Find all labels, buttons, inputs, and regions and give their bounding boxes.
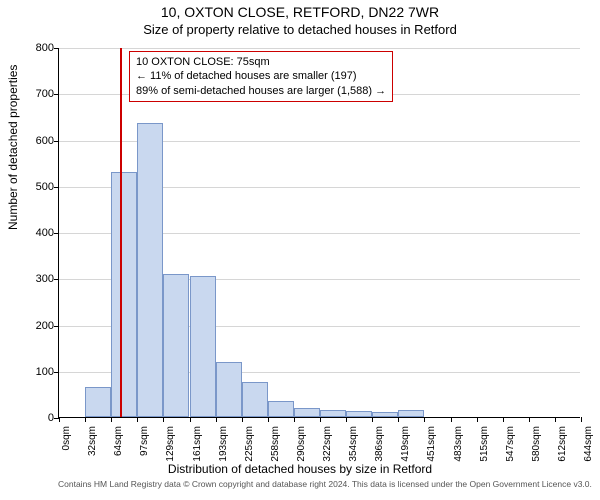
x-tick [424,417,425,422]
title-subtitle: Size of property relative to detached ho… [0,20,600,37]
x-tick [503,417,504,422]
y-tick-label: 800 [14,42,54,54]
x-tick [85,417,86,422]
x-tick-label: 354sqm [348,426,359,476]
x-tick-label: 97sqm [139,426,150,476]
y-tick-label: 100 [14,366,54,378]
y-tick [54,279,59,280]
annotation-box: 10 OXTON CLOSE: 75sqm← 11% of detached h… [129,51,393,102]
x-tick-label: 193sqm [218,426,229,476]
annotation-line: ← 11% of detached houses are smaller (19… [136,69,386,83]
annotation-line: 89% of semi-detached houses are larger (… [136,84,386,98]
x-tick-label: 322sqm [322,426,333,476]
x-tick [137,417,138,422]
y-tick-label: 0 [14,412,54,424]
x-tick-label: 515sqm [479,426,490,476]
y-tick [54,187,59,188]
x-tick [268,417,269,422]
histogram-bar [398,410,424,417]
x-tick [555,417,556,422]
histogram-bar [190,276,216,417]
y-tick [54,94,59,95]
x-tick [294,417,295,422]
y-tick [54,326,59,327]
histogram-bar [85,387,111,417]
histogram-bar [320,410,346,417]
x-tick [320,417,321,422]
x-tick [451,417,452,422]
annotation-line: 10 OXTON CLOSE: 75sqm [136,55,386,69]
chart-container: 10, OXTON CLOSE, RETFORD, DN22 7WR Size … [0,0,600,500]
x-tick-label: 419sqm [400,426,411,476]
x-tick-label: 580sqm [531,426,542,476]
x-tick-label: 644sqm [583,426,594,476]
x-tick-label: 451sqm [426,426,437,476]
histogram-bar [294,408,320,417]
y-tick-label: 400 [14,227,54,239]
title-address: 10, OXTON CLOSE, RETFORD, DN22 7WR [0,0,600,20]
y-tick [54,372,59,373]
x-tick-label: 0sqm [61,426,72,476]
histogram-bar [111,172,137,417]
y-tick-label: 700 [14,88,54,100]
x-tick [346,417,347,422]
x-tick-label: 290sqm [296,426,307,476]
histogram-bar [372,412,398,417]
property-marker-line [120,48,122,417]
x-tick [398,417,399,422]
x-tick-label: 161sqm [192,426,203,476]
x-tick-label: 129sqm [165,426,176,476]
x-tick-label: 547sqm [505,426,516,476]
x-tick-label: 612sqm [557,426,568,476]
y-tick-label: 300 [14,273,54,285]
x-tick [163,417,164,422]
histogram-bar [137,123,163,417]
x-tick [190,417,191,422]
histogram-bar [163,274,189,417]
y-tick-label: 600 [14,135,54,147]
plot-area: 10 OXTON CLOSE: 75sqm← 11% of detached h… [58,48,580,418]
y-tick-label: 500 [14,181,54,193]
x-tick [581,417,582,422]
y-tick [54,141,59,142]
histogram-bar [346,411,372,417]
x-tick [216,417,217,422]
x-tick [242,417,243,422]
histogram-bar [216,362,242,418]
x-tick [372,417,373,422]
x-tick-label: 64sqm [113,426,124,476]
histogram-bar [242,382,268,417]
x-tick [59,417,60,422]
x-tick [529,417,530,422]
y-tick-label: 200 [14,320,54,332]
x-tick-label: 483sqm [453,426,464,476]
gridline [59,48,580,49]
x-tick-label: 225sqm [244,426,255,476]
attribution-text: Contains HM Land Registry data © Crown c… [58,480,592,489]
x-tick-label: 386sqm [374,426,385,476]
y-tick [54,233,59,234]
x-tick [477,417,478,422]
x-tick-label: 258sqm [270,426,281,476]
x-tick [111,417,112,422]
histogram-bar [268,401,294,417]
y-tick [54,48,59,49]
x-tick-label: 32sqm [87,426,98,476]
